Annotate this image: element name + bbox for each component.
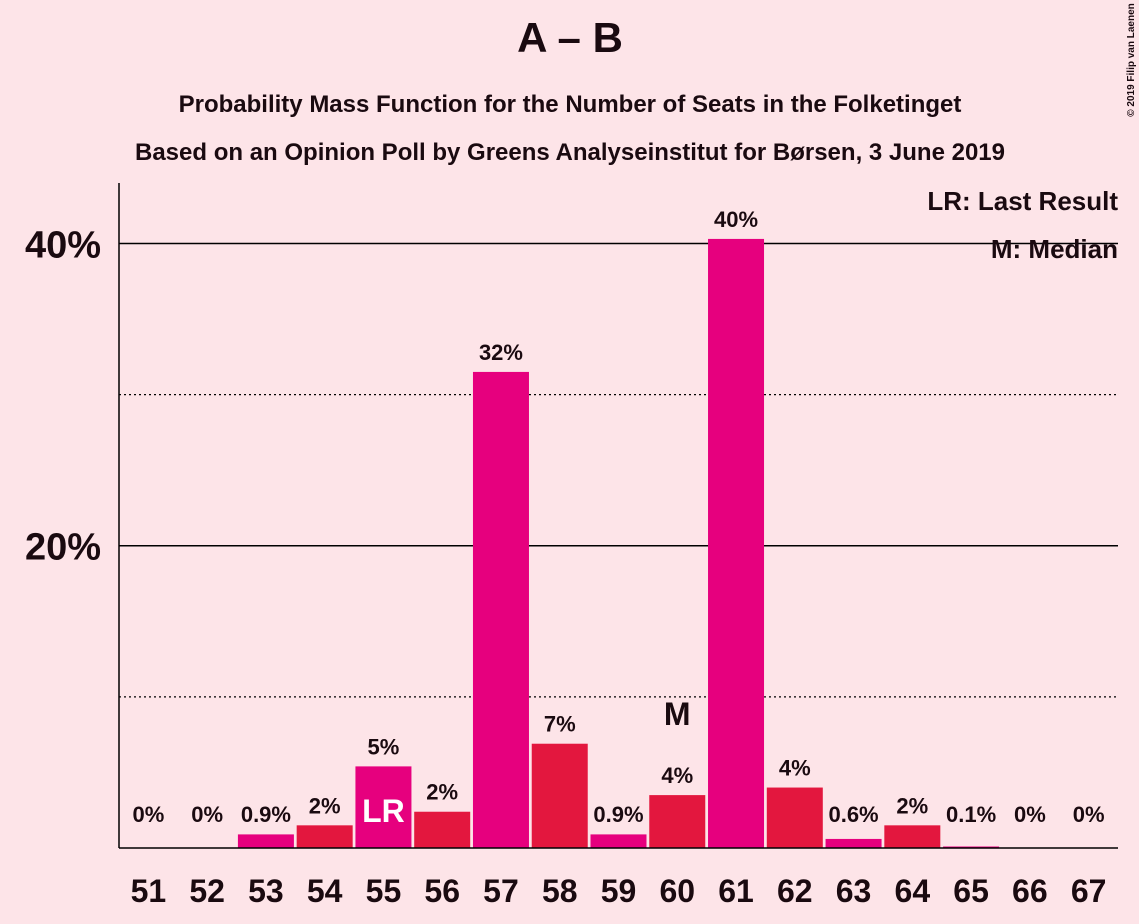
bar — [355, 766, 412, 848]
x-tick-label: 52 — [189, 873, 225, 909]
y-tick-label: 40% — [25, 224, 101, 266]
x-tick-label: 58 — [542, 873, 578, 909]
bar — [472, 371, 529, 848]
bar — [531, 743, 588, 848]
credit: © 2019 Filip van Laenen — [1126, 3, 1137, 117]
value-label: 0.9% — [241, 802, 291, 827]
x-tick-label: 63 — [836, 873, 872, 909]
value-label: 5% — [368, 734, 400, 759]
x-tick-label: 56 — [424, 873, 460, 909]
x-tick-label: 57 — [483, 873, 519, 909]
chart-subtitle: Based on an Opinion Poll by Greens Analy… — [135, 139, 1005, 166]
value-label: 4% — [661, 763, 693, 788]
x-tick-label: 55 — [366, 873, 402, 909]
annotation: LR — [362, 793, 405, 829]
bar — [766, 787, 823, 848]
y-tick-label: 20% — [25, 527, 101, 569]
bar — [590, 834, 647, 848]
x-tick-label: 66 — [1012, 873, 1048, 909]
bar — [296, 825, 353, 848]
chart-subtitle: Probability Mass Function for the Number… — [179, 91, 962, 118]
bar — [943, 846, 1000, 848]
bar — [825, 838, 882, 848]
chart-title: A – B — [517, 14, 623, 61]
value-label: 32% — [479, 340, 523, 365]
x-tick-label: 60 — [659, 873, 695, 909]
value-label: 2% — [426, 780, 458, 805]
value-label: 0% — [1014, 802, 1046, 827]
x-tick-label: 65 — [953, 873, 989, 909]
x-tick-label: 67 — [1071, 873, 1107, 909]
value-label: 0% — [132, 802, 164, 827]
value-label: 0.6% — [828, 802, 878, 827]
value-label: 40% — [714, 207, 758, 232]
value-label: 2% — [309, 793, 341, 818]
x-tick-label: 51 — [131, 873, 167, 909]
bar — [708, 238, 765, 848]
bar — [884, 825, 941, 848]
value-label: 0% — [1073, 802, 1105, 827]
legend-entry: LR: Last Result — [927, 186, 1118, 216]
value-label: 4% — [779, 756, 811, 781]
value-label: 0.1% — [946, 802, 996, 827]
annotation: M — [664, 696, 691, 732]
x-tick-label: 59 — [601, 873, 637, 909]
value-label: 0.9% — [593, 802, 643, 827]
x-tick-label: 61 — [718, 873, 754, 909]
bar — [649, 795, 706, 848]
x-tick-label: 62 — [777, 873, 813, 909]
x-tick-label: 53 — [248, 873, 284, 909]
x-tick-label: 54 — [307, 873, 343, 909]
bar — [237, 834, 294, 848]
bar — [414, 811, 471, 848]
value-label: 7% — [544, 712, 576, 737]
x-tick-label: 64 — [895, 873, 931, 909]
value-label: 0% — [191, 802, 223, 827]
value-label: 2% — [896, 793, 928, 818]
legend-entry: M: Median — [991, 234, 1118, 264]
